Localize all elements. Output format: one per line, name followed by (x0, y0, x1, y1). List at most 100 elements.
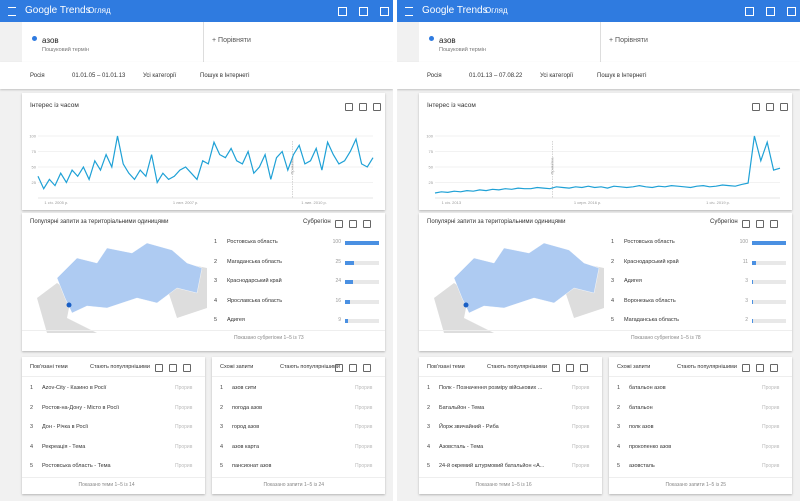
related-item[interactable]: город азов (232, 424, 260, 430)
interest-card: Інтерес із часом 25 50 75 100 1 січ. 2013 1 се… (419, 93, 792, 210)
icon-button[interactable] (363, 364, 371, 372)
divider (22, 477, 205, 478)
icon-button[interactable] (183, 364, 191, 372)
icon-button[interactable] (359, 103, 367, 111)
rank: 3 (220, 424, 224, 430)
filter-bar: Росія 01.01.13 – 07.08.22 Усі категорії Пош… (397, 62, 800, 89)
icon-button[interactable] (770, 364, 778, 372)
icon-button[interactable] (770, 220, 778, 228)
divider (22, 376, 205, 377)
icon-button[interactable] (580, 364, 588, 372)
related-item[interactable]: прокопенко азов (629, 443, 672, 450)
icon-button[interactable] (169, 364, 177, 372)
icon-button[interactable] (552, 364, 560, 372)
breakout-label: Прорив (572, 443, 590, 450)
region-bar (345, 319, 349, 323)
breakout-label: Прорив (572, 404, 590, 411)
card-title: Інтерес із часом (30, 102, 79, 109)
annotation: Примітка (549, 157, 554, 175)
related-item[interactable]: Йорж звичайний - Риба (439, 424, 499, 430)
related-item[interactable]: батальон азов (629, 385, 666, 391)
related-item[interactable]: азов сити (232, 385, 257, 391)
sort-dropdown[interactable]: Стають популярнішими (487, 364, 547, 370)
filter-dropdown[interactable]: Пошук в Інтернеті (200, 73, 250, 79)
region-mode-dropdown[interactable]: Субрегіон (303, 219, 331, 225)
app-name: Google Trends (25, 5, 91, 16)
pagination-text: Показано теми 1–5 із 14 (78, 482, 135, 488)
map-pin (463, 302, 469, 308)
icon-button[interactable] (766, 103, 774, 111)
related-item[interactable]: азов карта (232, 443, 260, 450)
icon-button[interactable] (742, 364, 750, 372)
term-dot (32, 36, 37, 41)
related-item[interactable]: Дон - Річка в Росії (42, 424, 89, 430)
filter-dropdown[interactable]: Росія (427, 73, 442, 79)
region-value: 11 (742, 258, 748, 265)
related-item[interactable]: Ростов-на-Дону - Місто в Росії (42, 404, 119, 411)
icon-button[interactable] (338, 7, 347, 16)
filter-dropdown[interactable]: Росія (30, 73, 45, 79)
rank: 4 (617, 443, 621, 450)
bar-track (752, 280, 786, 284)
region-name: Краснодарський край (227, 278, 282, 284)
icon-button[interactable] (359, 7, 368, 16)
related-item[interactable]: Полк - Позначення розміру військових ... (439, 385, 543, 391)
related-item[interactable]: Азовсталь - Тема (439, 443, 484, 450)
compare-label[interactable]: Порівняти (218, 37, 251, 44)
related-item[interactable]: пансионат азов (232, 463, 272, 469)
filter-dropdown[interactable]: Усі категорії (540, 73, 574, 79)
filter-dropdown[interactable]: 01.01.05 – 01.01.13 (72, 73, 126, 79)
icon-button[interactable] (766, 7, 775, 16)
icon-button[interactable] (752, 103, 760, 111)
search-card: азов Пошуковий термін + Порівняти (419, 22, 800, 62)
rank: 4 (220, 443, 224, 450)
filter-dropdown[interactable]: 01.01.13 – 07.08.22 (469, 73, 523, 79)
region-bar (752, 319, 753, 323)
related-item[interactable]: Ростовська область - Тема (42, 463, 111, 469)
filter-dropdown[interactable]: Пошук в Інтернеті (597, 73, 647, 79)
icon-button[interactable] (742, 220, 750, 228)
related-item[interactable]: батальон (629, 404, 653, 411)
breakout-label: Прорив (572, 463, 590, 469)
related-item[interactable]: 24-й окремий штурмовий батальйон «А... (439, 463, 545, 469)
icon-button[interactable] (335, 220, 343, 228)
related-topics-card: Пов'язані теми Стають популярнішими 1 Полк … (419, 357, 602, 494)
card-title: Пов'язані теми (30, 364, 68, 370)
related-item[interactable]: Рекреація - Тема (42, 443, 86, 450)
menu-button[interactable] (405, 7, 413, 16)
pagination-text: Показано теми 1–5 із 16 (475, 482, 532, 488)
line-chart: 25 50 75 100 1 січ. 2005 р. 1 лют. 2007 р. 1 л… (29, 134, 374, 205)
sort-dropdown[interactable]: Стають популярнішими (280, 364, 340, 370)
icon-button[interactable] (566, 364, 574, 372)
region-bar (345, 280, 354, 284)
term-dot (429, 36, 434, 41)
related-item[interactable]: погода азов (232, 404, 263, 411)
sort-dropdown[interactable]: Стають популярнішими (90, 364, 150, 370)
icon-button[interactable] (363, 220, 371, 228)
icon-button[interactable] (373, 103, 381, 111)
icon-button[interactable] (756, 220, 764, 228)
icon-button[interactable] (787, 7, 796, 16)
menu-button[interactable] (8, 7, 16, 16)
region-mode-dropdown[interactable]: Субрегіон (710, 219, 738, 225)
compare-button[interactable]: + Порівняти (212, 37, 251, 44)
icon-button[interactable] (380, 7, 389, 16)
icon-button[interactable] (345, 103, 353, 111)
icon-button[interactable] (155, 364, 163, 372)
rank: 2 (617, 404, 621, 411)
related-item[interactable]: Azov-City - Казино в Росії (42, 385, 107, 391)
icon-button[interactable] (756, 364, 764, 372)
sort-dropdown[interactable]: Стають популярнішими (677, 364, 737, 370)
icon-button[interactable] (349, 364, 357, 372)
related-item[interactable]: Батальйон - Тема (439, 404, 485, 411)
icon-button[interactable] (780, 103, 788, 111)
related-item[interactable]: азовсталь (629, 463, 655, 469)
compare-label[interactable]: Порівняти (615, 37, 648, 44)
icon-button[interactable] (349, 220, 357, 228)
icon-button[interactable] (335, 364, 343, 372)
filter-dropdown[interactable]: Усі категорії (143, 73, 177, 79)
related-item[interactable]: полк азов (629, 424, 654, 430)
y-tick-label: 25 (429, 180, 434, 185)
icon-button[interactable] (745, 7, 754, 16)
compare-button[interactable]: + Порівняти (609, 37, 648, 44)
